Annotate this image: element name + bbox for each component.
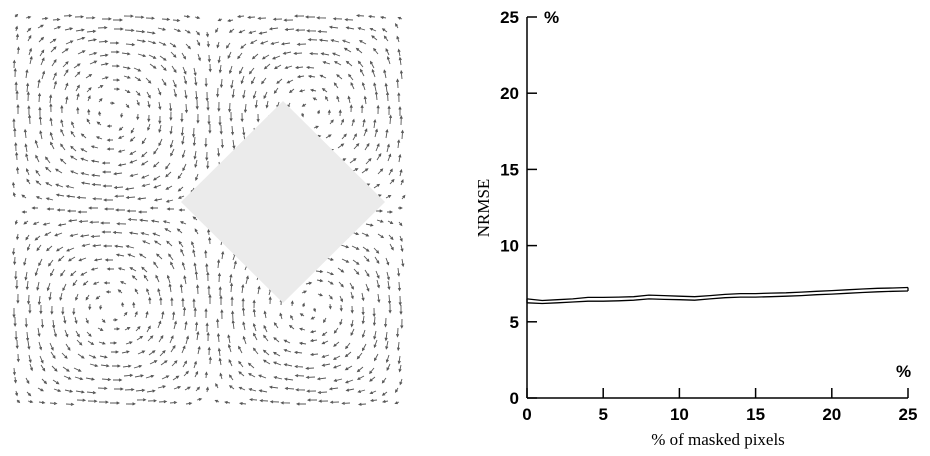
y-axis-unit: % — [544, 8, 559, 27]
x-tick-label: 5 — [598, 405, 607, 424]
y-ticks: 0 5 10 15 20 25 — [500, 8, 537, 408]
y-tick-label: 10 — [500, 237, 519, 256]
y-axis-title: NRMSE — [474, 179, 493, 238]
series-layer — [526, 286, 909, 305]
x-tick-label: 15 — [746, 405, 765, 424]
x-tick-label: 0 — [522, 405, 531, 424]
y-tick-label: 25 — [500, 8, 519, 27]
y-tick-label: 0 — [510, 389, 519, 408]
y-tick-label: 20 — [500, 84, 519, 103]
y-tick-label: 15 — [500, 160, 519, 179]
nrmse-chart: 0 5 10 15 20 25 0 5 10 15 20 25 % % NRMSE % of mas… — [474, 8, 917, 449]
x-axis-title: % of masked pixels — [651, 430, 785, 449]
x-tick-label: 10 — [670, 405, 689, 424]
y-tick-label: 5 — [510, 313, 519, 332]
x-tick-label: 25 — [899, 405, 918, 424]
x-tick-label: 20 — [822, 405, 841, 424]
series-line-lower — [526, 290, 909, 305]
x-ticks: 0 5 10 15 20 25 — [522, 388, 917, 424]
series-line-upper — [526, 286, 909, 302]
x-axis-unit: % — [896, 362, 911, 381]
masked-region — [181, 101, 385, 303]
vector-field-panel — [11, 13, 406, 406]
